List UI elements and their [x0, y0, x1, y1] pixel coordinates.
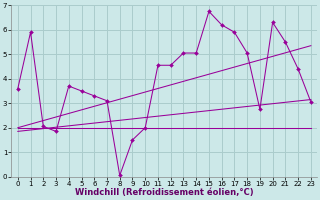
X-axis label: Windchill (Refroidissement éolien,°C): Windchill (Refroidissement éolien,°C)	[75, 188, 254, 197]
